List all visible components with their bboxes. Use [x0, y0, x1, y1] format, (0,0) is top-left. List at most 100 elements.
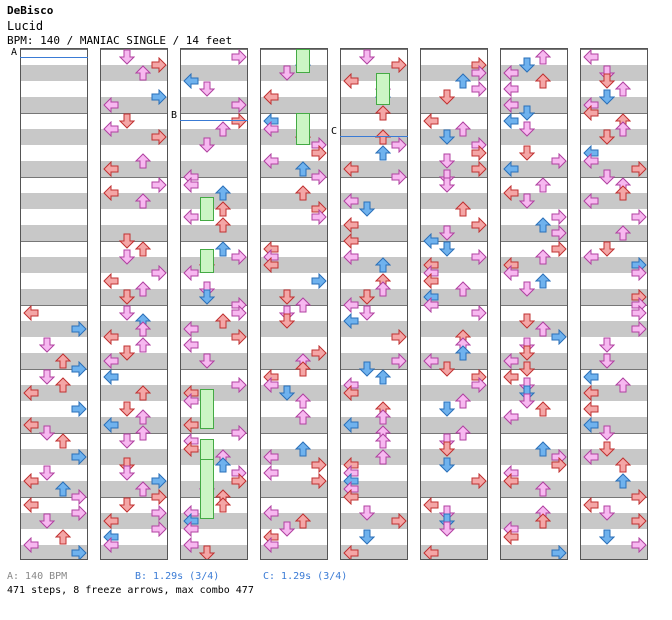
left-arrow-icon	[263, 536, 279, 554]
left-arrow-icon	[263, 120, 279, 138]
freeze-arrow	[200, 459, 214, 519]
right-arrow-icon	[391, 136, 407, 154]
down-arrow-icon	[438, 441, 456, 457]
measure-line	[341, 113, 407, 114]
up-arrow-icon	[374, 129, 392, 145]
up-arrow-icon	[134, 385, 152, 401]
beat-band	[341, 385, 407, 401]
beat-band	[181, 129, 247, 145]
freeze-arrow	[200, 249, 214, 273]
down-arrow-icon	[198, 81, 216, 97]
beat-band	[501, 289, 567, 305]
beat-band	[501, 513, 567, 529]
left-arrow-icon	[183, 264, 199, 282]
left-arrow-icon	[183, 208, 199, 226]
freeze-arrow	[296, 113, 310, 145]
left-arrow-icon	[503, 520, 519, 538]
down-arrow-icon	[38, 337, 56, 353]
measure-line	[501, 433, 567, 434]
right-arrow-icon	[311, 472, 327, 490]
beat-band	[501, 97, 567, 113]
up-arrow-icon	[214, 217, 232, 233]
left-arrow-icon	[423, 544, 439, 559]
up-arrow-icon	[534, 481, 552, 497]
up-arrow-icon	[214, 121, 232, 137]
up-arrow-icon	[614, 457, 632, 473]
up-arrow-icon	[534, 249, 552, 265]
right-arrow-icon	[631, 488, 647, 506]
up-arrow-icon	[614, 81, 632, 97]
beat-band	[421, 321, 487, 337]
beat-band	[341, 449, 407, 465]
beat-band	[21, 321, 87, 337]
left-arrow-icon	[103, 528, 119, 546]
right-arrow-icon	[231, 49, 247, 66]
right-arrow-icon	[391, 168, 407, 186]
beat-band	[421, 449, 487, 465]
left-arrow-icon	[343, 416, 359, 434]
left-arrow-icon	[343, 464, 359, 482]
right-arrow-icon	[151, 472, 167, 490]
down-arrow-icon	[598, 529, 616, 545]
right-arrow-icon	[471, 144, 487, 162]
right-arrow-icon	[391, 512, 407, 530]
right-arrow-icon	[551, 224, 567, 242]
measure-line	[181, 241, 247, 242]
left-arrow-icon	[183, 384, 199, 402]
measure-line	[101, 433, 167, 434]
left-arrow-icon	[103, 184, 119, 202]
beat-band	[261, 225, 327, 241]
beat-band	[421, 289, 487, 305]
beat-band	[261, 481, 327, 497]
right-arrow-icon	[71, 544, 87, 559]
beat-band	[101, 97, 167, 113]
measure-line	[101, 497, 167, 498]
up-arrow-icon	[374, 105, 392, 121]
up-arrow-icon	[294, 361, 312, 377]
down-arrow-icon	[358, 505, 376, 521]
right-arrow-icon	[151, 488, 167, 506]
beat-band	[261, 193, 327, 209]
beat-band	[581, 513, 647, 529]
beat-band	[101, 513, 167, 529]
beat-band	[501, 417, 567, 433]
left-arrow-icon	[583, 400, 599, 418]
up-arrow-icon	[134, 281, 152, 297]
left-arrow-icon	[423, 112, 439, 130]
beat-band	[581, 289, 647, 305]
left-arrow-icon	[583, 152, 599, 170]
beat-band	[421, 353, 487, 369]
beat-band	[21, 289, 87, 305]
beat-band	[341, 161, 407, 177]
beat-band	[181, 449, 247, 465]
left-arrow-icon	[503, 264, 519, 282]
left-arrow-icon	[263, 112, 279, 130]
right-arrow-icon	[631, 208, 647, 226]
right-arrow-icon	[231, 96, 247, 114]
down-arrow-icon	[38, 369, 56, 385]
left-arrow-icon	[183, 168, 199, 186]
measure-line	[581, 369, 647, 370]
beat-band	[101, 353, 167, 369]
left-arrow-icon	[423, 296, 439, 314]
right-arrow-icon	[551, 544, 567, 559]
right-arrow-icon	[311, 168, 327, 186]
left-arrow-icon	[423, 352, 439, 370]
left-arrow-icon	[343, 544, 359, 559]
measure-line	[101, 369, 167, 370]
beat-band	[421, 97, 487, 113]
beat-band	[501, 257, 567, 273]
down-arrow-icon	[38, 465, 56, 481]
down-arrow-icon	[518, 393, 536, 409]
beat-band	[341, 129, 407, 145]
up-arrow-icon	[534, 217, 552, 233]
measure-line	[421, 497, 487, 498]
measure-line	[21, 241, 87, 242]
beat-band	[181, 513, 247, 529]
up-arrow-icon	[134, 153, 152, 169]
down-arrow-icon	[118, 497, 136, 513]
beat-band	[181, 225, 247, 241]
left-arrow-icon	[503, 64, 519, 82]
left-arrow-icon	[183, 512, 199, 530]
right-arrow-icon	[311, 144, 327, 162]
